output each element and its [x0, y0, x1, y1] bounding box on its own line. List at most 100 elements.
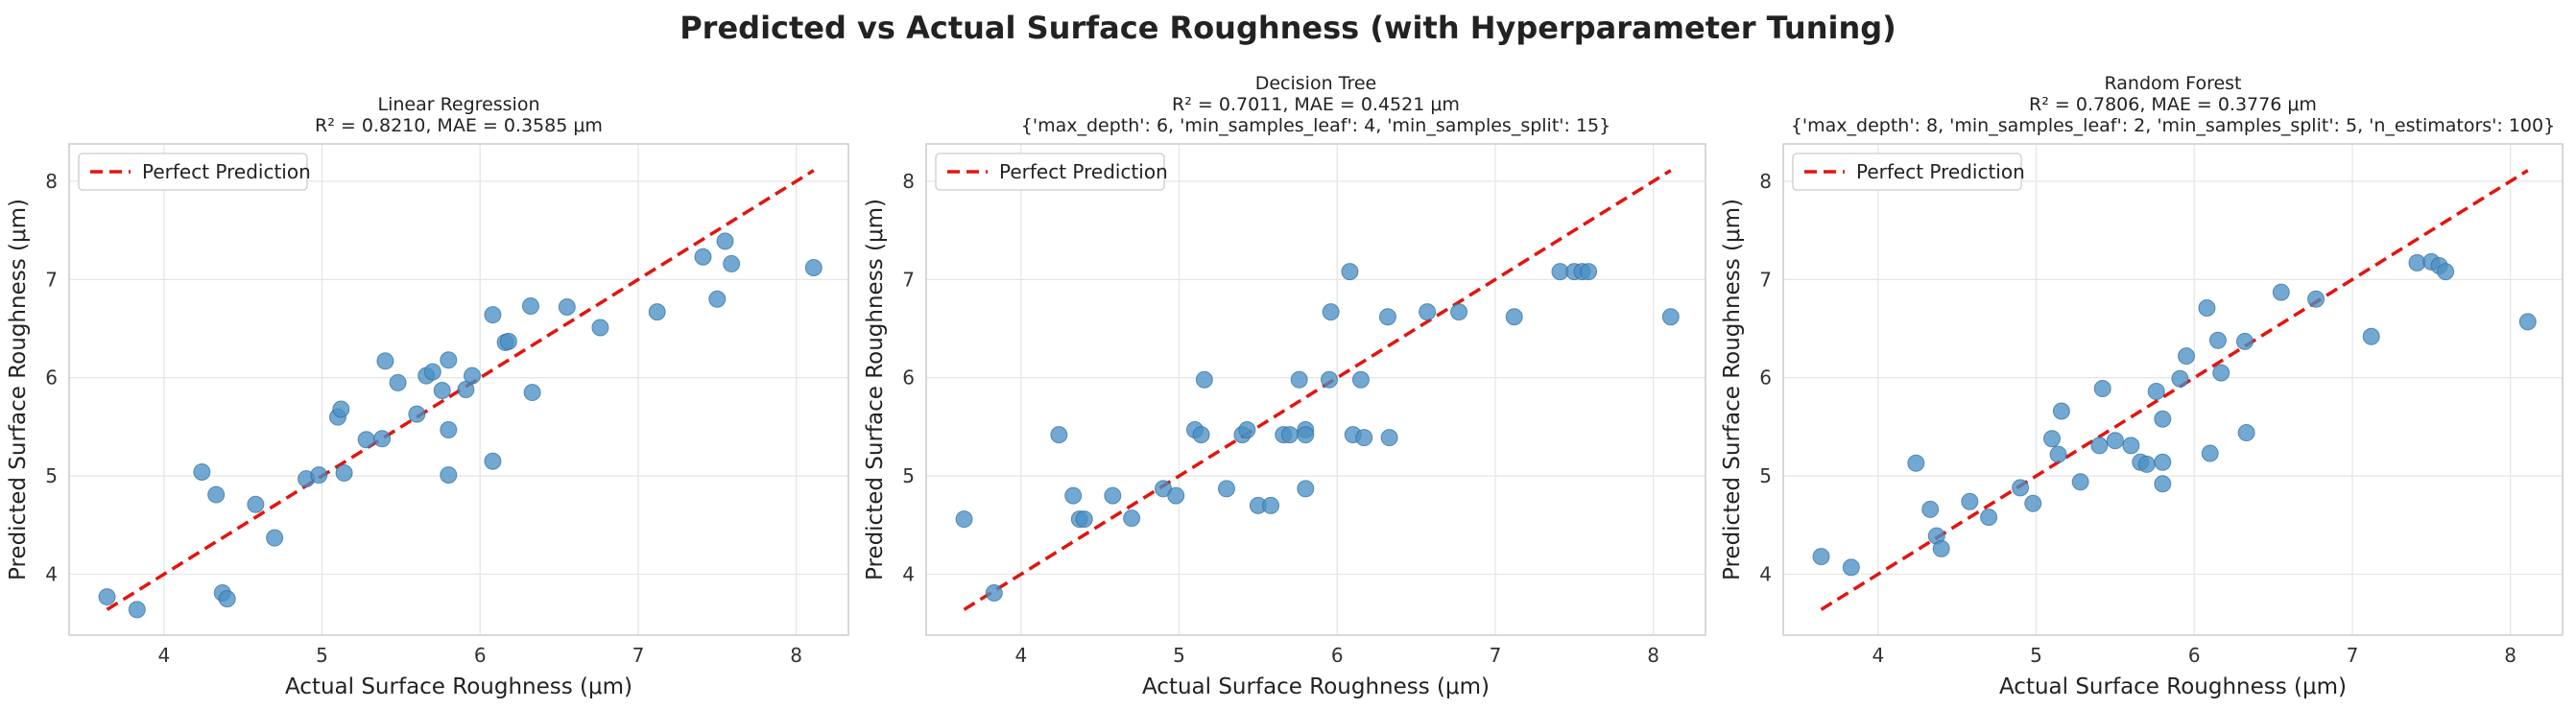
chart-panel-1: 4 5 6 7 8 4 5 6 7 8 Actual Surface Roughness (μm) P… [6, 94, 849, 699]
scatter-point [2272, 283, 2290, 301]
plot-frame [925, 143, 1706, 636]
scatter-point [1812, 548, 1830, 566]
scatter-point [389, 373, 407, 391]
scatter-point [2024, 494, 2042, 512]
scatter-point [2237, 424, 2255, 442]
scatter-point [2235, 332, 2254, 350]
scatter-point [1351, 370, 1370, 389]
scatter-point [1419, 303, 1437, 321]
x-tick-label: 6 [474, 644, 487, 667]
x-tick-label: 6 [2188, 644, 2201, 667]
scatter-point [1450, 303, 1468, 321]
scatter-point [440, 466, 458, 484]
x-tick-label: 4 [1014, 644, 1027, 667]
scatter-point [1961, 492, 1979, 510]
scatter-point [332, 400, 350, 418]
scatter-point [484, 306, 502, 324]
scatter-point [218, 590, 236, 608]
legend-label: Perfect Prediction [999, 160, 1168, 183]
scatter-point [2012, 479, 2030, 497]
scatter-point [2518, 313, 2537, 331]
chart-panel-2: 4 5 6 7 8 4 5 6 7 8 Actual Surface Roughness (μm) P… [863, 73, 1706, 699]
panel-title-line: R² = 0.7806, MAE = 0.3776 μm [2029, 94, 2317, 115]
scatter-point [408, 405, 426, 423]
scatter-point [1290, 370, 1308, 389]
scatter-point [2071, 473, 2089, 491]
scatter-point [2052, 402, 2070, 420]
scatter-point [716, 232, 734, 250]
y-axis-label: Predicted Surface Roughness (μm) [863, 199, 888, 580]
y-tick-label: 6 [902, 366, 915, 390]
scatter-point [499, 332, 517, 350]
x-axis-label: Actual Surface Roughness (μm) [285, 674, 632, 699]
panel-title-line: R² = 0.7011, MAE = 0.4521 μm [1172, 94, 1460, 115]
scatter-point [1322, 303, 1340, 321]
scatter-point [1280, 426, 1299, 444]
scatter-point [1907, 454, 1925, 472]
scatter-point [1341, 263, 1359, 281]
scatter-point [591, 319, 609, 337]
panel-title-line: Linear Regression [377, 94, 539, 115]
y-tick-label: 6 [45, 366, 58, 390]
scatter-point [1321, 370, 1338, 389]
scatter-point [2049, 445, 2067, 463]
legend-box [935, 153, 1165, 191]
legend: Perfect Prediction [78, 153, 311, 191]
scatter-point [310, 466, 328, 484]
scatter-point [2154, 475, 2172, 493]
scatter-point [1167, 486, 1185, 505]
scatter-point [2198, 299, 2216, 318]
x-tick-label: 7 [632, 644, 645, 667]
panel-title-line: Random Forest [2104, 73, 2241, 94]
scatter-point [694, 248, 712, 266]
legend-box [78, 153, 308, 191]
scatter-point [1238, 420, 1256, 438]
y-tick-label: 7 [1759, 268, 1772, 291]
scatter-point [376, 352, 394, 370]
panel-title-line: R² = 0.8210, MAE = 0.3585 μm [315, 115, 603, 136]
scatter-point [2171, 369, 2189, 388]
scatter-point [558, 297, 576, 316]
scatter-point [193, 463, 211, 482]
scatter-point [2093, 379, 2111, 397]
scatter-point [1932, 539, 1950, 557]
x-axis-label: Actual Surface Roughness (μm) [1142, 674, 1490, 699]
y-tick-label: 7 [45, 268, 58, 291]
scatter-point [247, 495, 265, 513]
chart-panel-3: 4 5 6 7 8 4 5 6 7 8 Actual Surface Roughness (μm) P… [1720, 73, 2564, 699]
scatter-point [804, 259, 823, 277]
scatter-point [2122, 437, 2140, 455]
scatter-point [708, 290, 727, 308]
scatter-point [1661, 308, 1680, 326]
scatter-point [2043, 430, 2061, 448]
scatter-point [357, 431, 375, 449]
scatter-point [98, 588, 116, 606]
x-tick-label: 8 [2504, 644, 2516, 667]
x-tick-label: 7 [2347, 644, 2359, 667]
scatter-point [2137, 455, 2156, 473]
x-tick-label: 8 [790, 644, 802, 667]
scatter-point [440, 420, 458, 438]
scatter-point [335, 464, 353, 483]
y-tick-label: 4 [45, 563, 58, 586]
scatter-point [373, 430, 392, 448]
x-tick-label: 5 [316, 644, 328, 667]
y-tick-label: 5 [902, 464, 915, 487]
scatter-point [523, 384, 541, 402]
scatter-point [1297, 426, 1315, 444]
panel-title-line: Decision Tree [1255, 73, 1377, 94]
x-axis-label: Actual Surface Roughness (μm) [1999, 674, 2347, 699]
scatter-point [266, 529, 284, 547]
scatter-point [484, 452, 502, 470]
perfect-prediction-line [106, 169, 815, 611]
scatter-point [2362, 327, 2380, 345]
scatter-point [433, 382, 451, 400]
x-tick-label: 8 [1647, 644, 1659, 667]
scatter-point [1192, 426, 1210, 444]
x-tick-label: 5 [2030, 644, 2042, 667]
legend: Perfect Prediction [935, 153, 1168, 191]
scatter-point [1104, 486, 1122, 505]
x-tick-label: 4 [1872, 644, 1884, 667]
scatter-point [1842, 558, 1860, 577]
